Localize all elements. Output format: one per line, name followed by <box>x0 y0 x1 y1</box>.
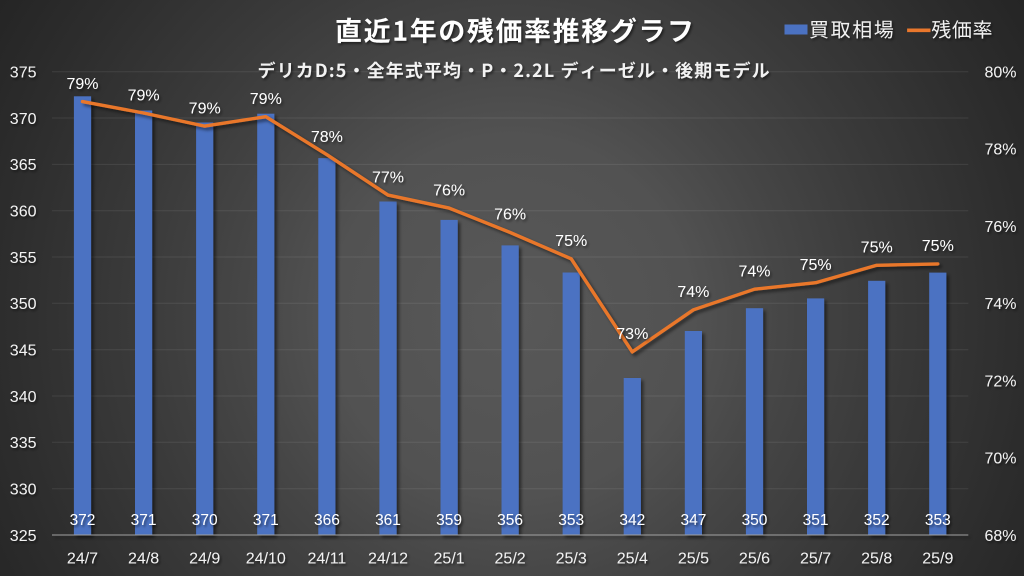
svg-text:75%: 75% <box>861 240 893 257</box>
svg-text:79%: 79% <box>66 76 98 93</box>
svg-text:375: 375 <box>10 65 37 82</box>
svg-text:330: 330 <box>10 482 37 499</box>
svg-text:25/2: 25/2 <box>495 550 526 567</box>
svg-text:325: 325 <box>10 528 37 545</box>
svg-text:350: 350 <box>742 512 768 529</box>
svg-text:370: 370 <box>10 111 37 128</box>
svg-text:24/11: 24/11 <box>307 550 346 567</box>
svg-text:360: 360 <box>10 204 37 221</box>
svg-text:353: 353 <box>925 512 951 529</box>
svg-text:25/3: 25/3 <box>556 550 587 567</box>
svg-text:361: 361 <box>375 512 401 529</box>
svg-text:78%: 78% <box>311 129 343 146</box>
svg-text:365: 365 <box>10 157 37 174</box>
svg-text:24/10: 24/10 <box>246 550 286 567</box>
svg-text:371: 371 <box>253 512 279 529</box>
svg-text:347: 347 <box>680 512 706 529</box>
svg-text:351: 351 <box>803 512 829 529</box>
svg-text:79%: 79% <box>250 91 282 108</box>
svg-text:352: 352 <box>864 512 890 529</box>
svg-text:25/5: 25/5 <box>678 550 709 567</box>
svg-text:353: 353 <box>558 512 584 529</box>
svg-text:366: 366 <box>314 512 340 529</box>
svg-text:342: 342 <box>619 512 645 529</box>
svg-text:25/8: 25/8 <box>861 550 892 567</box>
svg-text:359: 359 <box>436 512 462 529</box>
svg-text:75%: 75% <box>555 233 587 250</box>
svg-text:25/7: 25/7 <box>800 550 831 567</box>
svg-text:74%: 74% <box>985 296 1017 313</box>
svg-text:79%: 79% <box>189 100 221 117</box>
svg-text:75%: 75% <box>800 257 832 274</box>
svg-text:76%: 76% <box>494 207 526 224</box>
svg-text:356: 356 <box>497 512 523 529</box>
svg-text:24/9: 24/9 <box>189 550 220 567</box>
svg-text:80%: 80% <box>985 65 1017 82</box>
svg-text:371: 371 <box>131 512 157 529</box>
svg-text:24/12: 24/12 <box>368 550 408 567</box>
svg-text:75%: 75% <box>922 238 954 255</box>
svg-text:79%: 79% <box>128 87 160 104</box>
svg-text:24/7: 24/7 <box>67 550 98 567</box>
svg-text:78%: 78% <box>985 142 1017 159</box>
svg-text:25/6: 25/6 <box>739 550 770 567</box>
svg-text:68%: 68% <box>985 528 1017 545</box>
svg-text:340: 340 <box>10 389 37 406</box>
svg-text:76%: 76% <box>985 219 1017 236</box>
svg-text:25/1: 25/1 <box>434 550 465 567</box>
svg-text:76%: 76% <box>433 182 465 199</box>
svg-text:70%: 70% <box>985 451 1017 468</box>
svg-text:25/4: 25/4 <box>617 550 648 567</box>
svg-text:370: 370 <box>192 512 218 529</box>
svg-text:74%: 74% <box>677 284 709 301</box>
svg-text:372: 372 <box>70 512 96 529</box>
svg-text:335: 335 <box>10 435 37 452</box>
svg-text:72%: 72% <box>985 373 1017 390</box>
svg-text:355: 355 <box>10 250 37 267</box>
svg-text:25/9: 25/9 <box>922 550 953 567</box>
svg-text:73%: 73% <box>616 326 648 343</box>
svg-text:24/8: 24/8 <box>128 550 159 567</box>
svg-text:74%: 74% <box>738 264 770 281</box>
svg-text:77%: 77% <box>372 169 404 186</box>
svg-text:345: 345 <box>10 343 37 360</box>
svg-text:350: 350 <box>10 296 37 313</box>
